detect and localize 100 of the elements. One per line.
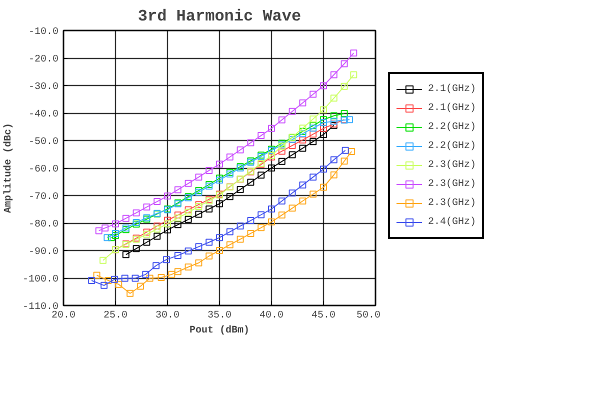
point	[288, 142, 296, 149]
point	[174, 268, 182, 276]
point	[278, 116, 286, 124]
y-tick-label: -50.0	[28, 137, 59, 148]
point	[278, 198, 286, 204]
point	[216, 247, 223, 254]
legend-label: 2.3(GHz)	[428, 196, 476, 210]
point	[299, 198, 306, 204]
point	[126, 290, 134, 297]
point	[247, 139, 254, 146]
point	[320, 106, 327, 114]
x-tick-label: 35.0	[208, 310, 232, 322]
point	[330, 112, 338, 120]
chart-title: 3rd Harmonic Wave	[138, 8, 302, 26]
y-tick-label: -80.0	[28, 220, 59, 230]
legend-label: 2.2(GHz)	[428, 120, 476, 134]
point	[132, 245, 140, 252]
point	[168, 270, 176, 278]
y-tick-label: -30.0	[28, 82, 59, 93]
point	[299, 182, 306, 189]
point	[102, 224, 109, 232]
point	[299, 124, 306, 132]
point	[142, 270, 150, 278]
y-tick-label: -60.0	[28, 164, 59, 176]
point	[330, 71, 338, 78]
legend-label: 2.2(GHz)	[428, 140, 476, 154]
point	[95, 227, 102, 234]
y-tick-label: -100.0	[22, 274, 59, 286]
point	[320, 82, 327, 90]
point	[184, 248, 192, 255]
point	[299, 136, 306, 144]
x-tick-label: 45.0	[312, 310, 336, 322]
point	[88, 276, 96, 284]
point	[195, 243, 202, 250]
legend-label: 2.1(GHz)	[428, 82, 476, 96]
point	[350, 71, 358, 78]
point	[299, 144, 306, 152]
point	[174, 221, 182, 228]
point	[342, 146, 349, 154]
point	[310, 174, 317, 181]
point	[174, 252, 182, 259]
point	[152, 262, 160, 270]
point	[226, 193, 234, 200]
point	[310, 138, 317, 146]
point	[195, 174, 202, 181]
point	[226, 228, 234, 236]
point	[132, 209, 140, 216]
point	[164, 220, 171, 228]
y-tick-label: -20.0	[28, 54, 59, 66]
point	[154, 198, 161, 206]
legend-label: 2.4(GHz)	[428, 216, 476, 230]
point	[122, 251, 130, 258]
point	[226, 154, 234, 160]
point	[132, 274, 139, 282]
point	[226, 241, 234, 248]
point	[310, 90, 317, 98]
point	[143, 204, 150, 211]
point	[174, 214, 182, 222]
point	[236, 146, 244, 154]
legend-label: 2.3(GHz)	[428, 158, 476, 172]
point	[174, 186, 182, 194]
point	[278, 212, 286, 219]
point	[268, 164, 275, 172]
point	[184, 216, 192, 223]
point	[247, 230, 254, 237]
point	[154, 226, 161, 233]
point	[100, 282, 108, 289]
point	[247, 217, 254, 224]
point	[154, 232, 161, 240]
point	[195, 210, 202, 218]
point	[206, 166, 213, 174]
x-tick-label: 40.0	[260, 310, 284, 322]
point	[268, 218, 275, 226]
y-tick-label: -10.0	[28, 27, 59, 38]
y-tick-label: -70.0	[28, 192, 59, 203]
point	[330, 94, 338, 102]
point	[330, 118, 338, 125]
x-tick-label: 50.0	[356, 310, 381, 322]
point	[115, 280, 122, 288]
x-tick-label: 30.0	[156, 310, 180, 322]
x-tick-label: 25.0	[104, 310, 128, 322]
point	[93, 272, 100, 279]
point	[110, 276, 118, 283]
point	[112, 220, 119, 228]
y-tick-label: -40.0	[28, 110, 59, 120]
point	[310, 190, 317, 198]
point	[288, 151, 296, 158]
point	[184, 208, 192, 216]
point	[310, 116, 317, 123]
point	[247, 178, 254, 186]
point	[278, 158, 286, 165]
point	[136, 282, 144, 290]
point	[258, 132, 265, 140]
point	[288, 108, 296, 115]
point	[258, 224, 265, 232]
point	[206, 252, 213, 260]
point	[236, 236, 244, 243]
y-tick-label: -90.0	[28, 247, 59, 258]
point	[184, 206, 192, 214]
point	[104, 276, 112, 284]
